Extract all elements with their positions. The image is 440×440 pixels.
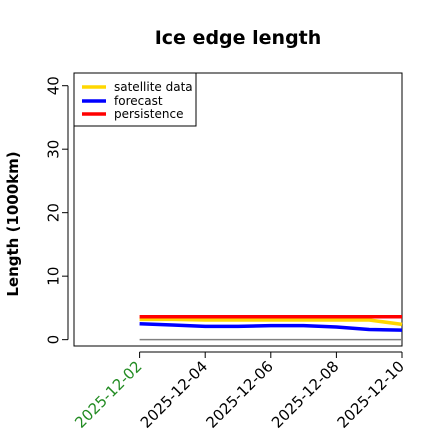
legend-label-satellite: satellite data: [114, 80, 193, 94]
plot-frame: [73, 72, 403, 347]
y-tick-label: 0: [45, 335, 63, 345]
y-axis-label: Length (1000km): [4, 151, 22, 296]
series-line-forecast: [139, 322, 403, 332]
x-tick-label: 2025-12-04: [137, 357, 211, 431]
series-lines: [139, 315, 403, 332]
y-tick-label: 10: [45, 267, 63, 286]
series-line-satellite-data: [139, 317, 403, 327]
chart-title: Ice edge length: [155, 27, 322, 49]
x-tick-label: 2025-12-06: [202, 357, 276, 431]
x-tick-label: 2025-12-08: [268, 357, 342, 431]
y-tick-label: 40: [45, 76, 63, 95]
x-tick-label: 2025-12-02: [71, 357, 145, 431]
x-axis: 2025-12-022025-12-042025-12-062025-12-08…: [71, 351, 408, 432]
legend-label-persistence: persistence: [114, 107, 183, 121]
y-tick-label: 20: [45, 203, 63, 222]
y-axis: 0 10 20 30 40: [45, 76, 69, 344]
legend-label-forecast: forecast: [114, 94, 163, 108]
y-tick-label: 30: [45, 140, 63, 159]
x-tick-label: 2025-12-10: [334, 357, 408, 431]
legend: satellite data forecast persistence: [73, 72, 197, 127]
